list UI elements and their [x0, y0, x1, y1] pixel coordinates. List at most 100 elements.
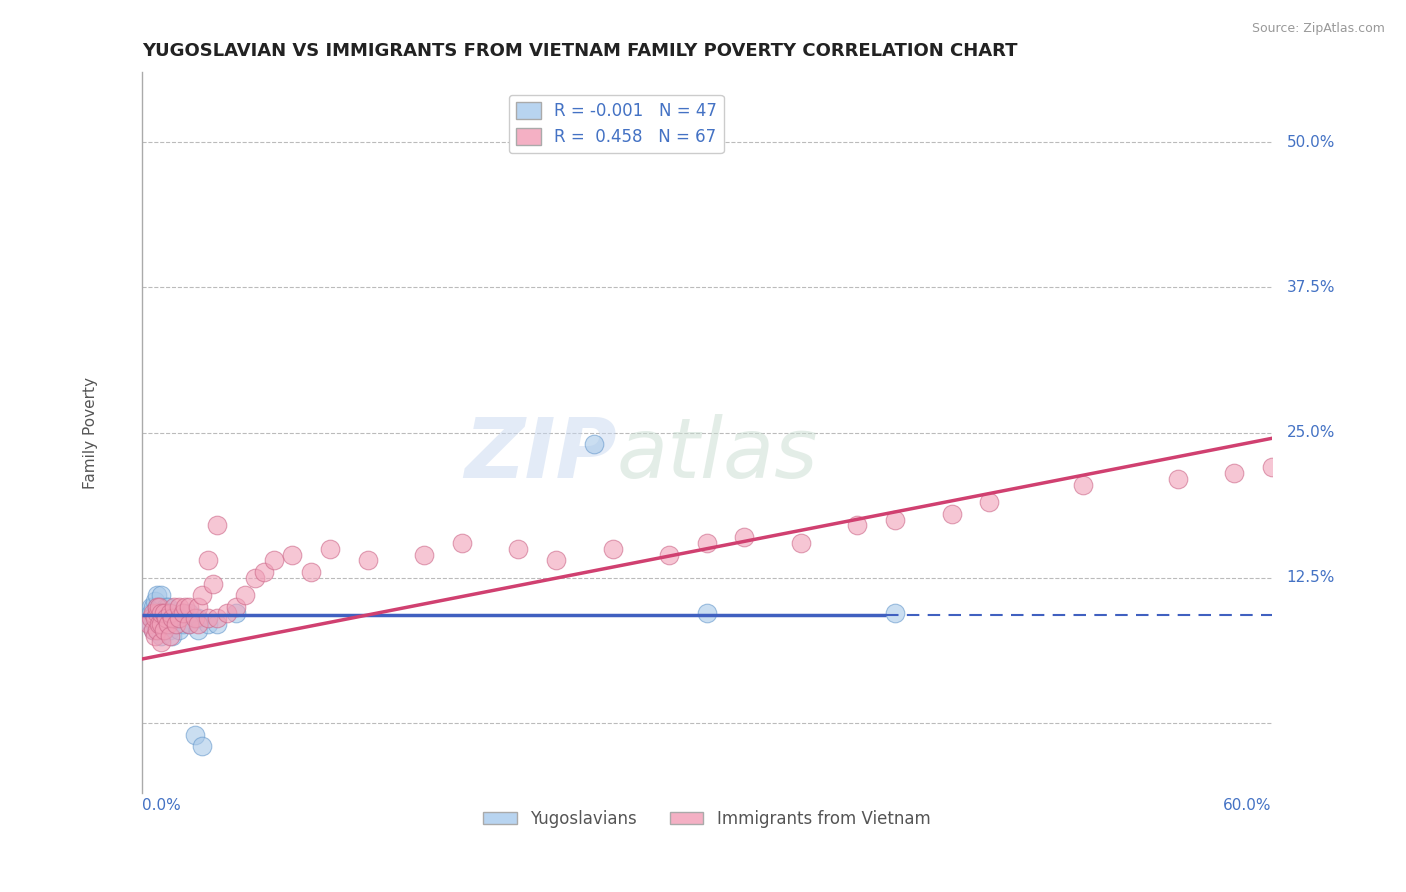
Point: [197, 611, 219, 625]
Point: [177, 606, 200, 620]
Point: [243, 571, 266, 585]
Point: [197, 617, 219, 632]
Text: atlas: atlas: [616, 414, 818, 495]
Point: [1298, 449, 1320, 463]
Point: [183, 611, 205, 625]
Point: [508, 541, 530, 556]
Point: [159, 629, 181, 643]
Point: [157, 599, 180, 614]
Point: [149, 634, 172, 648]
Point: [884, 513, 907, 527]
Point: [149, 611, 172, 625]
Point: [177, 617, 200, 632]
Point: [165, 617, 187, 632]
Point: [1073, 478, 1095, 492]
Point: [149, 606, 172, 620]
Point: [169, 611, 191, 625]
Point: [163, 599, 186, 614]
Point: [142, 606, 165, 620]
Point: [143, 611, 166, 625]
Point: [157, 611, 180, 625]
Point: [979, 495, 1001, 509]
Point: [153, 606, 176, 620]
Point: [1167, 472, 1189, 486]
Point: [172, 606, 194, 620]
Point: [146, 606, 169, 620]
Point: [941, 507, 963, 521]
Point: [146, 611, 169, 625]
Point: [143, 617, 166, 632]
Point: [148, 599, 170, 614]
Point: [319, 541, 342, 556]
Point: [159, 623, 181, 637]
Point: [155, 617, 177, 632]
Text: 50.0%: 50.0%: [1286, 135, 1336, 150]
Point: [148, 617, 170, 632]
Point: [141, 599, 163, 614]
Point: [148, 606, 170, 620]
Point: [172, 617, 194, 632]
Text: ZIP: ZIP: [464, 414, 616, 495]
Point: [253, 565, 276, 579]
Text: Source: ZipAtlas.com: Source: ZipAtlas.com: [1251, 22, 1385, 36]
Point: [169, 599, 191, 614]
Text: 0.0%: 0.0%: [142, 798, 180, 814]
Point: [159, 606, 181, 620]
Point: [235, 588, 257, 602]
Point: [451, 536, 474, 550]
Point: [149, 617, 172, 632]
Point: [146, 599, 169, 614]
Point: [299, 565, 322, 579]
Point: [205, 518, 228, 533]
Point: [153, 623, 176, 637]
Point: [357, 553, 380, 567]
Point: [191, 739, 214, 754]
Point: [146, 623, 169, 637]
Point: [187, 623, 209, 637]
Point: [177, 599, 200, 614]
Point: [155, 599, 177, 614]
Point: [155, 611, 177, 625]
Point: [696, 536, 718, 550]
Point: [159, 606, 181, 620]
Legend: Yugoslavians, Immigrants from Vietnam: Yugoslavians, Immigrants from Vietnam: [477, 804, 936, 835]
Point: [174, 599, 197, 614]
Point: [142, 611, 165, 625]
Point: [141, 611, 163, 625]
Point: [1261, 460, 1284, 475]
Point: [413, 548, 436, 562]
Point: [160, 611, 183, 625]
Point: [146, 599, 169, 614]
Point: [142, 623, 165, 637]
Text: 12.5%: 12.5%: [1286, 570, 1336, 585]
Point: [169, 611, 191, 625]
Point: [733, 530, 755, 544]
Point: [142, 599, 165, 614]
Point: [169, 623, 191, 637]
Point: [187, 599, 209, 614]
Point: [602, 541, 624, 556]
Text: 25.0%: 25.0%: [1286, 425, 1336, 440]
Point: [146, 623, 169, 637]
Point: [146, 588, 169, 602]
Point: [696, 606, 718, 620]
Point: [157, 617, 180, 632]
Point: [546, 553, 568, 567]
Text: 37.5%: 37.5%: [1286, 280, 1336, 295]
Point: [215, 606, 238, 620]
Point: [160, 629, 183, 643]
Point: [187, 611, 209, 625]
Point: [141, 617, 163, 632]
Point: [790, 536, 813, 550]
Point: [138, 617, 160, 632]
Point: [225, 599, 247, 614]
Point: [658, 548, 681, 562]
Point: [846, 518, 869, 533]
Point: [582, 437, 605, 451]
Point: [281, 548, 304, 562]
Point: [148, 611, 170, 625]
Point: [263, 553, 285, 567]
Point: [149, 599, 172, 614]
Point: [205, 617, 228, 632]
Point: [163, 611, 186, 625]
